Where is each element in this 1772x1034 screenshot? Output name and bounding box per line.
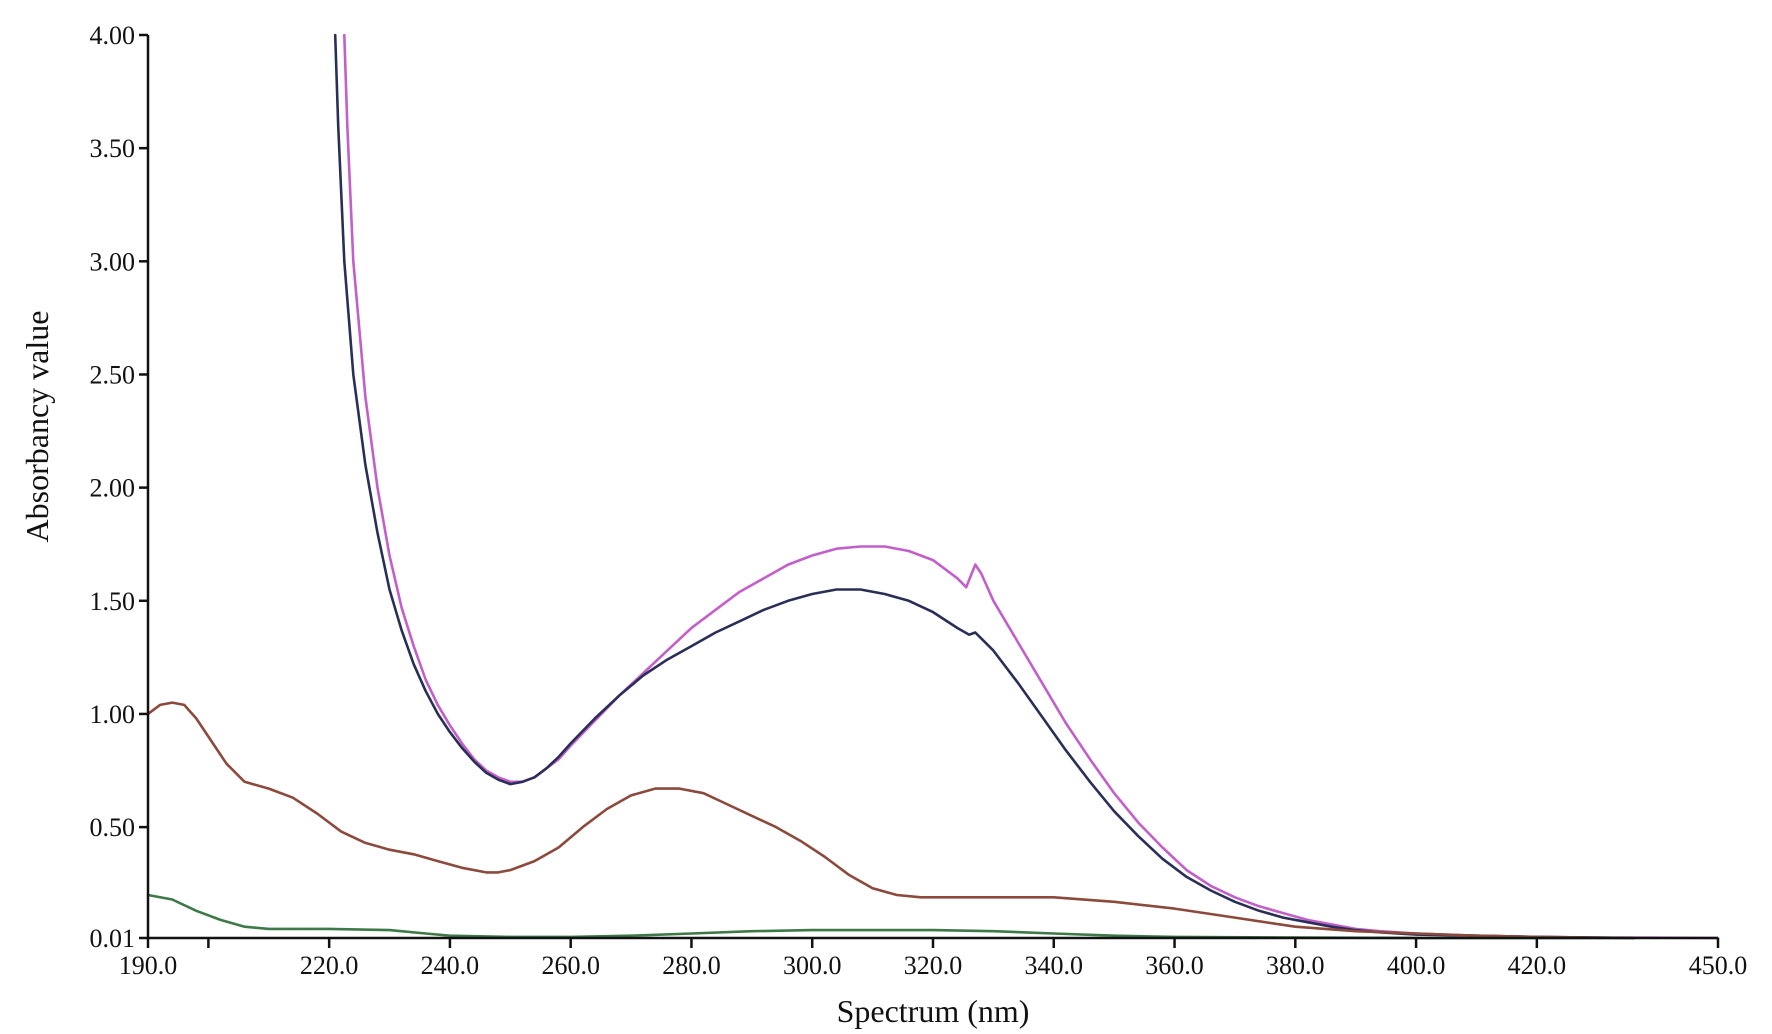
x-tick-label: 260.0 <box>541 951 600 980</box>
x-tick-label: 280.0 <box>662 951 721 980</box>
y-axis-title: Absorbancy value <box>19 311 55 543</box>
y-tick-label: 2.50 <box>90 360 136 389</box>
x-tick-label: 300.0 <box>783 951 842 980</box>
y-tick-label: 4.00 <box>90 21 136 50</box>
x-tick-label: 320.0 <box>904 951 963 980</box>
y-tick-label: 3.50 <box>90 134 136 163</box>
series-line-2 <box>333 33 1635 940</box>
x-tick-label: 190.0 <box>119 951 178 980</box>
x-tick-label: 400.0 <box>1387 951 1446 980</box>
y-tick-label: 0.50 <box>90 813 136 842</box>
x-ticks: 190.0 220.0 240.0 260.0 280.0 300.0 320.0 340.0… <box>119 938 1748 980</box>
series-line-3 <box>146 701 1635 940</box>
y-tick-label: 1.00 <box>90 700 136 729</box>
x-tick-label: 240.0 <box>421 951 480 980</box>
y-tick-label: 3.00 <box>90 247 136 276</box>
x-axis-title: Spectrum (nm) <box>837 993 1030 1029</box>
y-tick-label: 1.50 <box>90 587 136 616</box>
x-tick-label: 380.0 <box>1266 951 1325 980</box>
series-line-4 <box>146 893 1635 940</box>
y-tick-label: 2.00 <box>90 474 136 503</box>
x-tick-label: 340.0 <box>1025 951 1084 980</box>
x-tick-label: 220.0 <box>300 951 359 980</box>
series-layer <box>146 33 1720 940</box>
x-tick-label: 450.0 <box>1689 951 1748 980</box>
x-tick-label: 420.0 <box>1508 951 1567 980</box>
series-line-1 <box>343 33 1720 940</box>
x-tick-label: 360.0 <box>1145 951 1204 980</box>
y-tick-label: 0.01 <box>90 924 136 953</box>
y-ticks: 0.01 0.50 1.00 1.50 2.00 2.50 3.00 3.50 4.00 <box>90 21 148 953</box>
